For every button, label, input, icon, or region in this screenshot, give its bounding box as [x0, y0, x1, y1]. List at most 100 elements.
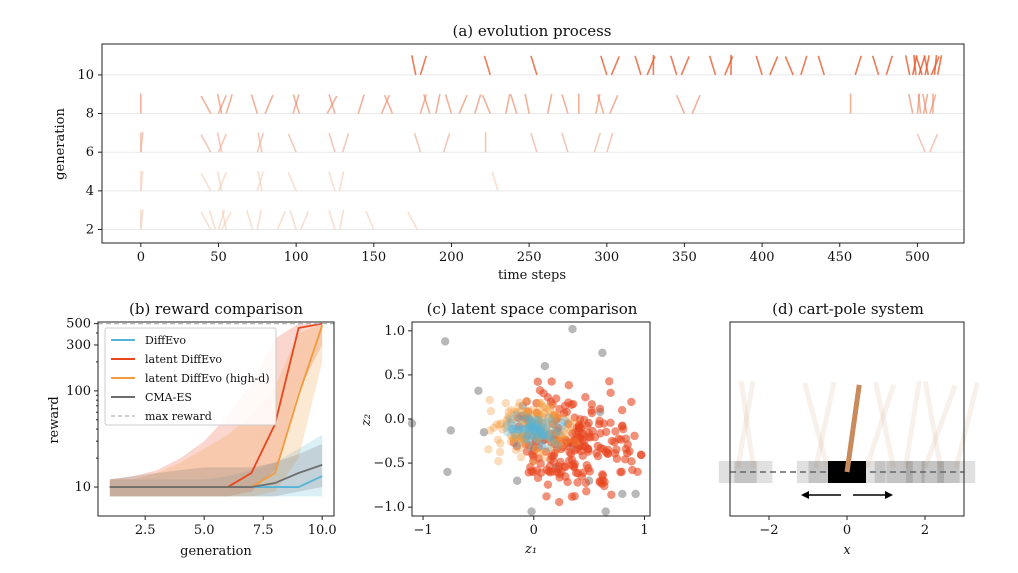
point-diffevo-83 [532, 415, 542, 424]
point-cma-es-3 [443, 467, 452, 477]
point-latent-diffevo-high-d--151 [554, 438, 563, 447]
point-latent-diffevo-141 [575, 422, 584, 432]
point-diffevo-11 [522, 430, 532, 439]
legend-box [104, 327, 277, 426]
pole-gen6-7 [287, 133, 297, 153]
point-diffevo-33 [525, 425, 534, 434]
pole-gen6-18 [929, 133, 939, 153]
point-latent-diffevo-high-d--138 [534, 415, 544, 425]
ytick-label-6: 6 [86, 145, 94, 160]
pole-gen4-7 [287, 172, 297, 192]
pole-gen2-9 [276, 210, 287, 230]
evolution-gridlines [102, 74, 964, 230]
point-latent-diffevo-high-d--155 [556, 431, 566, 440]
point-latent-diffevo-high-d--40 [542, 422, 551, 432]
reward-ytick-label-500: 500 [66, 317, 91, 332]
latent-y-ticks: −1.0 −0.5 0.0 0.5 1.0 [373, 324, 412, 515]
point-latent-diffevo-high-d--135 [533, 413, 542, 423]
point-latent-diffevo-high-d--108 [497, 419, 506, 428]
point-latent-diffevo-154 [603, 445, 613, 454]
point-cma-es-13 [618, 489, 627, 499]
ghost-pole-5 [873, 381, 897, 469]
point-latent-diffevo-166 [625, 447, 634, 456]
ghost-pole-2 [813, 381, 837, 469]
latent-ytick-label-4: 1.0 [384, 324, 405, 339]
point-latent-diffevo-high-d--117 [508, 415, 517, 424]
ytick-label-8: 8 [86, 107, 94, 122]
point-latent-diffevo-high-d--157 [563, 435, 572, 444]
point-latent-diffevo-175 [536, 459, 545, 468]
pole-gen2-10 [289, 210, 297, 230]
point-diffevo-60 [540, 432, 549, 441]
xlabel-x: x [843, 543, 851, 558]
point-diffevo-51 [524, 412, 534, 422]
xtick-label-100: 100 [284, 250, 309, 265]
ghost-cart-0 [718, 461, 757, 483]
pole-gen6-16 [606, 132, 614, 153]
point-diffevo-75 [512, 440, 522, 449]
pole-gen10-25 [918, 55, 926, 76]
point-diffevo-20 [506, 414, 515, 424]
point-latent-diffevo-high-d--45 [536, 423, 546, 432]
point-diffevo-6 [537, 441, 547, 450]
point-latent-diffevo-high-d--65 [515, 398, 524, 407]
point-diffevo-21 [557, 418, 567, 428]
panel-reward-comparison: (b) reward comparison 2.5 5.0 7.5 10.0 1010… [47, 300, 337, 559]
point-latent-diffevo-high-d--148 [518, 436, 527, 445]
ylabel-reward: reward [47, 396, 62, 443]
point-diffevo-62 [526, 443, 535, 452]
point-latent-diffevo-high-d--35 [539, 408, 549, 418]
pole-gen8-8 [292, 94, 301, 114]
pole-gen8-3 [216, 93, 223, 114]
point-latent-diffevo-high-d--3 [509, 435, 518, 444]
point-diffevo-40 [531, 425, 540, 434]
point-latent-diffevo-185 [529, 443, 539, 452]
point-latent-diffevo-95 [617, 467, 626, 476]
point-latent-diffevo-21 [523, 407, 533, 417]
pole-gen4-9 [338, 171, 345, 191]
point-diffevo-18 [539, 430, 548, 440]
pole-gen10-4 [600, 55, 608, 76]
point-latent-diffevo-149 [614, 434, 623, 444]
pole-gen2-11 [300, 210, 310, 230]
point-latent-diffevo-high-d--147 [496, 439, 505, 448]
pole-gen2-15 [406, 211, 418, 230]
point-diffevo-47 [531, 434, 541, 443]
point-latent-diffevo-high-d--20 [534, 411, 543, 420]
point-latent-diffevo-214 [605, 377, 614, 386]
point-latent-diffevo-high-d--152 [516, 443, 525, 453]
point-diffevo-68 [515, 425, 525, 434]
point-latent-diffevo-40 [607, 436, 617, 446]
point-diffevo-10 [537, 431, 547, 441]
point-diffevo-30 [524, 430, 534, 439]
point-latent-diffevo-high-d--13 [523, 418, 533, 428]
reward-xtick-label-2: 7.5 [253, 523, 274, 538]
point-latent-diffevo-high-d--76 [530, 432, 540, 441]
ytick-label-10: 10 [77, 68, 94, 83]
ghost-pole-4 [864, 383, 897, 469]
point-diffevo-56 [543, 417, 552, 427]
xlabel-time-steps: time steps [498, 268, 566, 283]
point-latent-diffevo-64 [542, 492, 551, 501]
point-cma-es-9 [568, 324, 577, 334]
point-diffevo-50 [544, 433, 554, 442]
point-latent-diffevo-217 [582, 461, 591, 470]
point-latent-diffevo-high-d--33 [539, 426, 548, 435]
point-latent-diffevo-195 [578, 468, 588, 477]
point-latent-diffevo-high-d--153 [516, 433, 526, 442]
reward-xtick-label-1: 5.0 [194, 523, 215, 538]
point-diffevo-73 [532, 424, 542, 433]
latent-xtick-label-1: 0 [530, 523, 538, 538]
point-cma-es-8 [540, 361, 550, 371]
title-cart-pole: (d) cart-pole system [772, 300, 924, 318]
point-latent-diffevo-high-d--119 [517, 416, 526, 425]
pole-gen4-8 [328, 171, 336, 192]
point-latent-diffevo-203 [580, 436, 589, 446]
pole-gen10-5 [610, 56, 620, 76]
point-latent-diffevo-high-d--137 [510, 431, 519, 440]
panel-latent-space-comparison: (c) latent space comparison −1 0 1 −1.0 −0.… [359, 300, 651, 557]
point-latent-diffevo-high-d--72 [540, 453, 549, 462]
point-latent-diffevo-190 [564, 398, 573, 407]
pole-gen10-19 [854, 55, 862, 76]
point-cma-es-14 [631, 489, 640, 499]
